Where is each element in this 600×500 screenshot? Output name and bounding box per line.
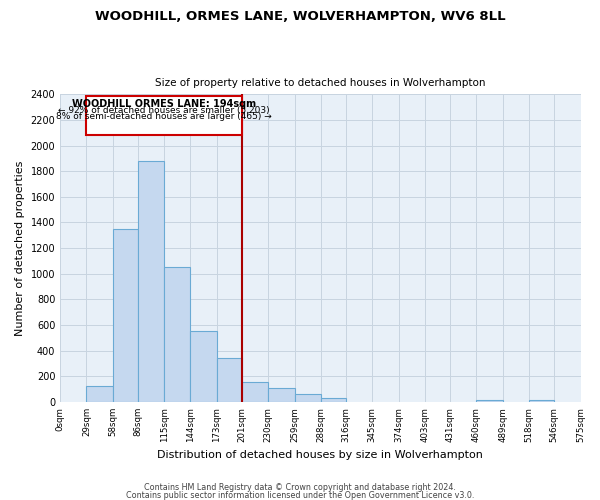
Bar xyxy=(476,400,503,402)
Text: WOODHILL ORMES LANE: 194sqm: WOODHILL ORMES LANE: 194sqm xyxy=(72,99,256,109)
Title: Size of property relative to detached houses in Wolverhampton: Size of property relative to detached ho… xyxy=(155,78,485,88)
Text: WOODHILL, ORMES LANE, WOLVERHAMPTON, WV6 8LL: WOODHILL, ORMES LANE, WOLVERHAMPTON, WV6… xyxy=(95,10,505,23)
X-axis label: Distribution of detached houses by size in Wolverhampton: Distribution of detached houses by size … xyxy=(157,450,483,460)
Bar xyxy=(86,386,113,402)
Bar xyxy=(242,382,268,402)
Text: Contains public sector information licensed under the Open Government Licence v3: Contains public sector information licen… xyxy=(126,490,474,500)
FancyBboxPatch shape xyxy=(86,96,242,136)
Bar xyxy=(190,332,217,402)
Bar xyxy=(113,229,138,402)
Bar xyxy=(217,358,242,402)
Bar xyxy=(295,394,321,402)
Y-axis label: Number of detached properties: Number of detached properties xyxy=(15,160,25,336)
Bar xyxy=(138,161,164,402)
Text: ← 92% of detached houses are smaller (5,203): ← 92% of detached houses are smaller (5,… xyxy=(58,106,270,115)
Text: 8% of semi-detached houses are larger (465) →: 8% of semi-detached houses are larger (4… xyxy=(56,112,272,120)
Bar xyxy=(529,400,554,402)
Bar xyxy=(321,398,346,402)
Bar xyxy=(164,268,190,402)
Bar xyxy=(268,388,295,402)
Text: Contains HM Land Registry data © Crown copyright and database right 2024.: Contains HM Land Registry data © Crown c… xyxy=(144,484,456,492)
